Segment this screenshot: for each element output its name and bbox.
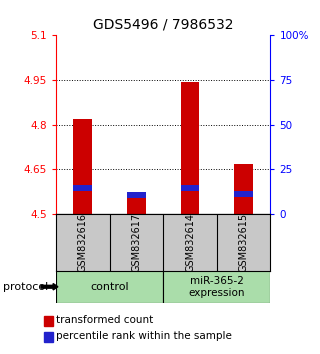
Bar bbox=[180, 185, 199, 191]
Bar bbox=[163, 271, 270, 303]
Text: GSM832615: GSM832615 bbox=[239, 213, 249, 272]
Bar bbox=[127, 193, 146, 198]
Text: transformed count: transformed count bbox=[56, 315, 153, 325]
Bar bbox=[73, 119, 92, 214]
Bar bbox=[180, 81, 199, 214]
Bar bbox=[234, 191, 253, 197]
Title: GDS5496 / 7986532: GDS5496 / 7986532 bbox=[93, 17, 234, 32]
Bar bbox=[73, 185, 92, 191]
Text: percentile rank within the sample: percentile rank within the sample bbox=[56, 331, 232, 341]
Bar bbox=[56, 271, 163, 303]
Bar bbox=[234, 164, 253, 214]
Text: protocol: protocol bbox=[3, 282, 48, 292]
Text: GSM832617: GSM832617 bbox=[132, 213, 141, 272]
Bar bbox=[127, 195, 146, 214]
Text: miR-365-2
expression: miR-365-2 expression bbox=[188, 276, 245, 298]
Text: control: control bbox=[90, 282, 129, 292]
Text: GSM832616: GSM832616 bbox=[78, 213, 88, 272]
Text: GSM832614: GSM832614 bbox=[185, 213, 195, 272]
